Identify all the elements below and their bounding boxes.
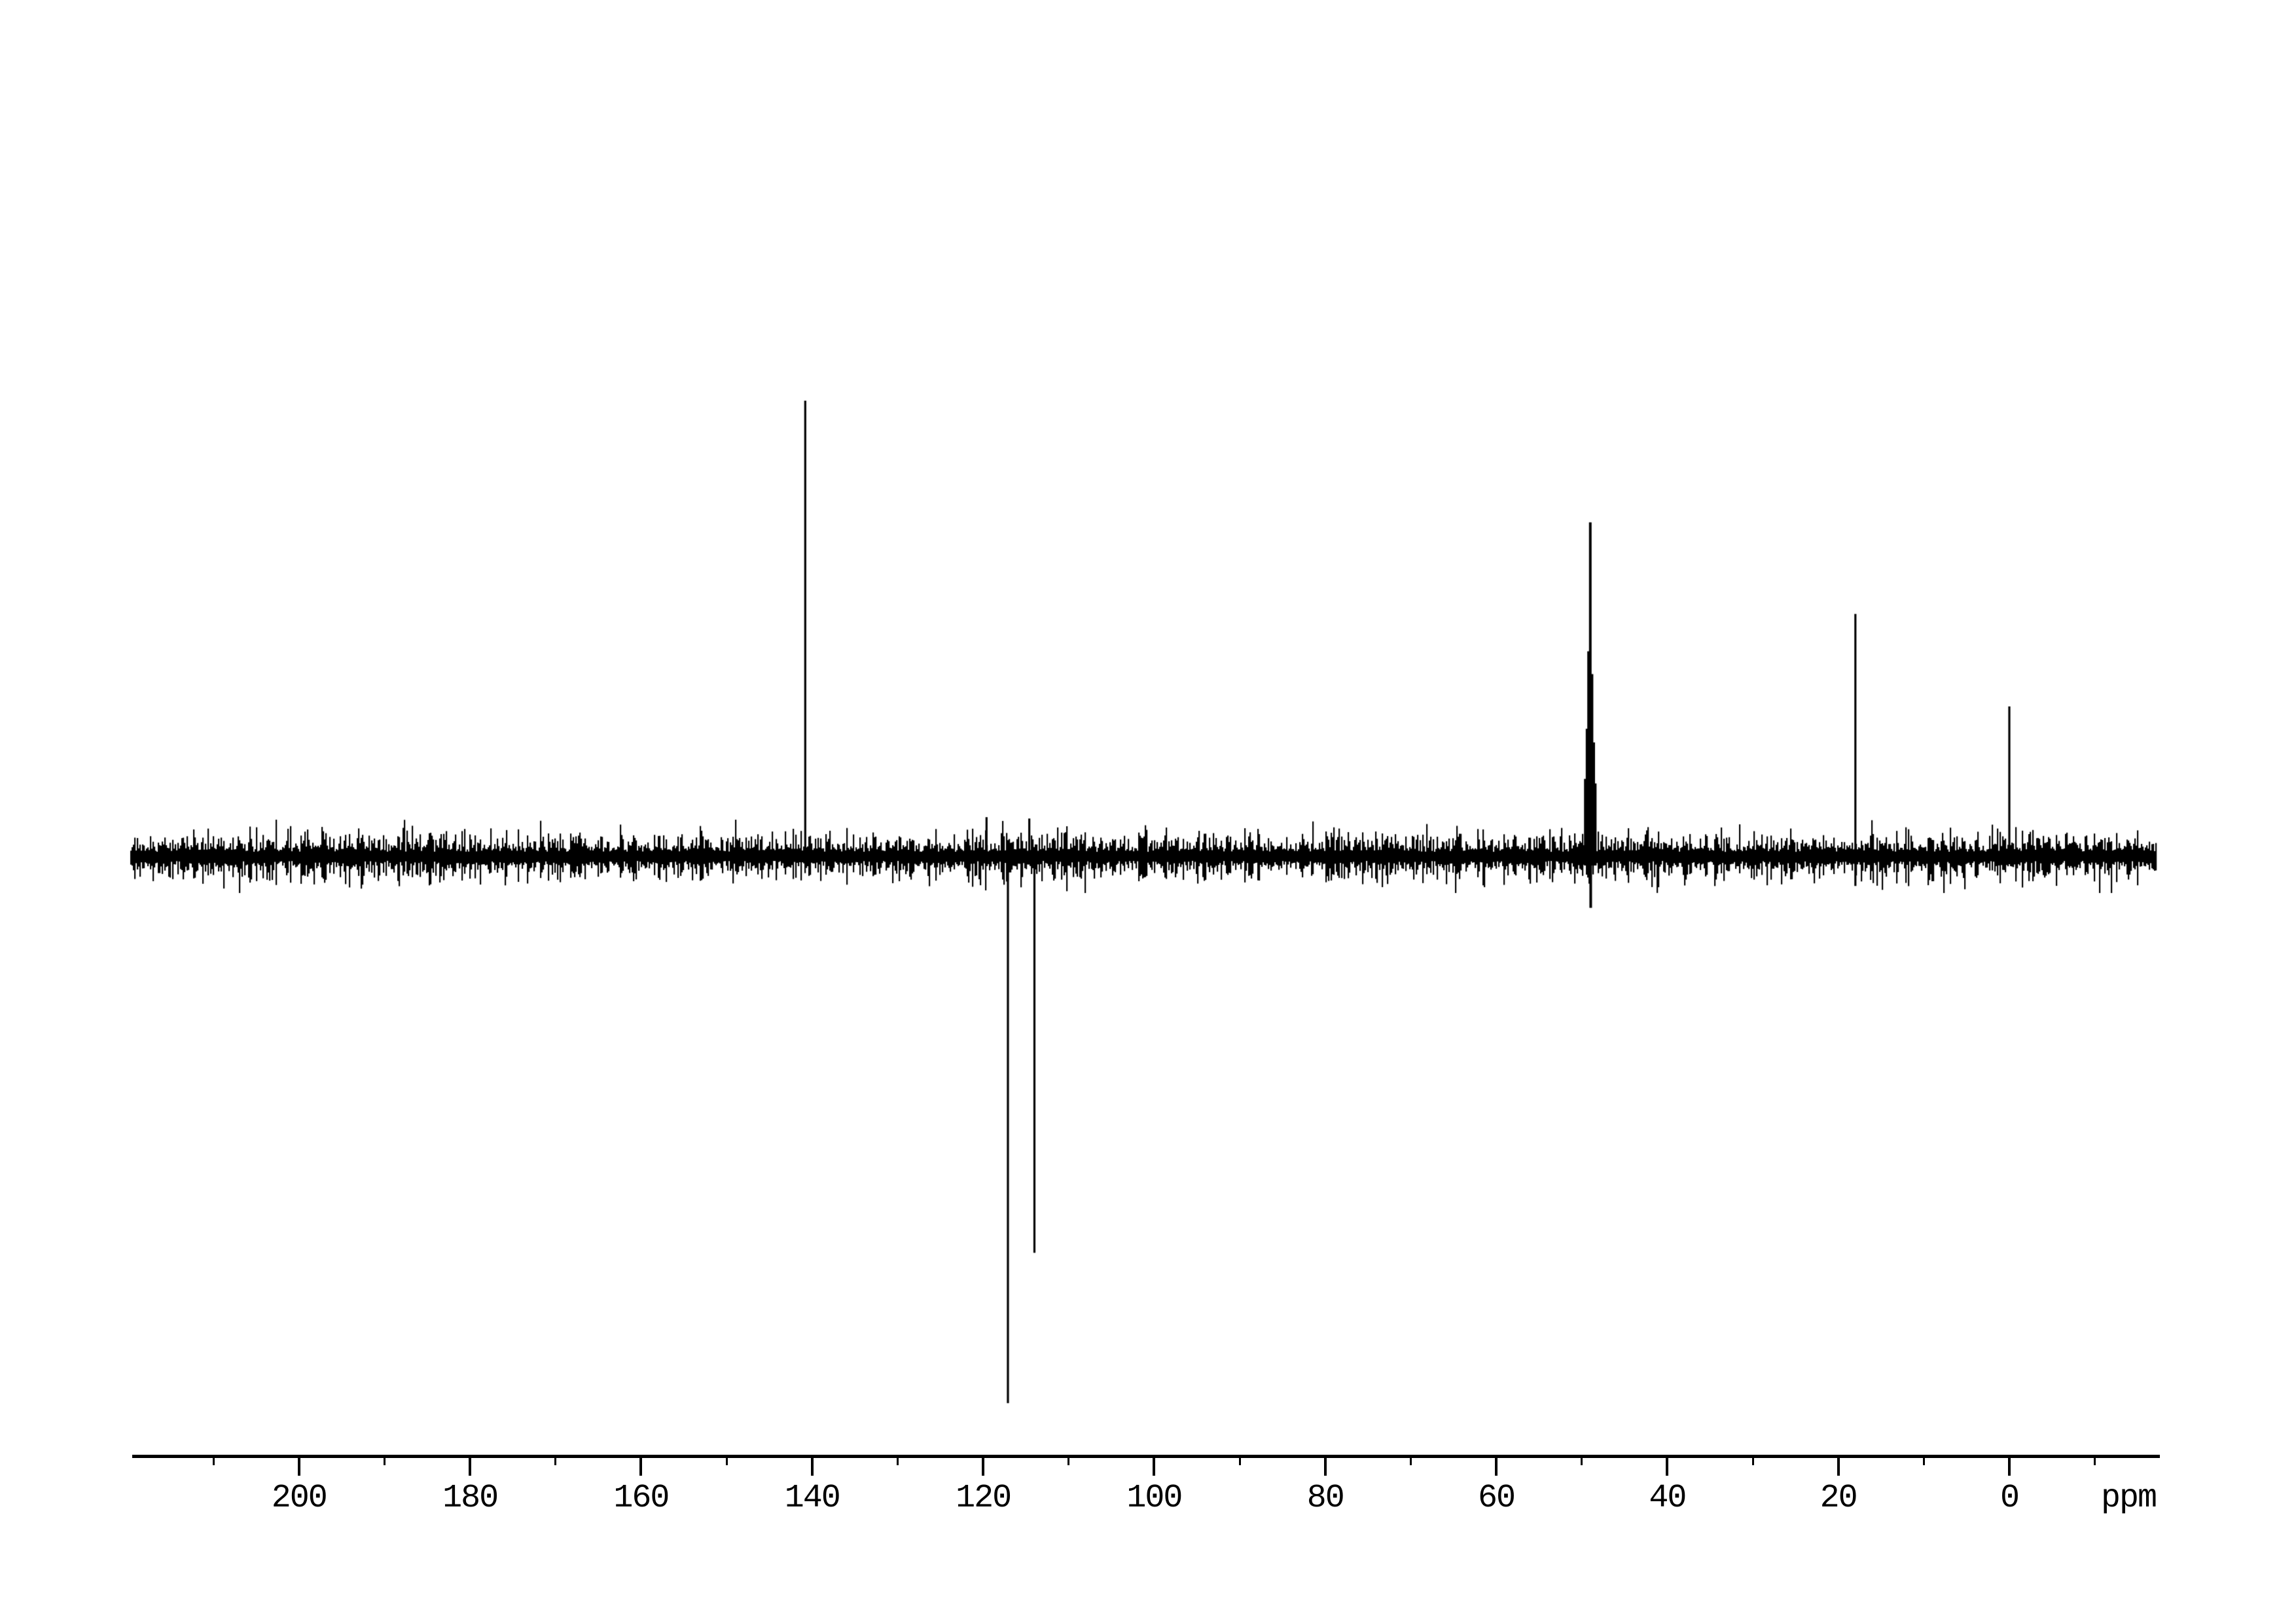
x-axis-tick-label: 180 <box>442 1480 499 1517</box>
x-axis-major-tick <box>982 1458 985 1476</box>
x-axis-major-tick <box>639 1458 643 1476</box>
x-axis-major-tick <box>1153 1458 1156 1476</box>
x-axis-tick-label: 80 <box>1306 1480 1345 1517</box>
x-axis-major-tick <box>810 1458 814 1476</box>
x-axis-major-tick <box>1837 1458 1840 1476</box>
x-axis-tick-label: 60 <box>1478 1480 1516 1517</box>
x-axis-minor-tick <box>896 1458 899 1465</box>
x-axis-tick-label: 140 <box>784 1480 841 1517</box>
x-axis-minor-tick <box>1238 1458 1241 1465</box>
x-axis-line <box>132 1455 2160 1458</box>
x-axis-tick-label: 0 <box>2000 1480 2020 1517</box>
x-axis-minor-tick <box>1581 1458 1583 1465</box>
x-axis-minor-tick <box>212 1458 215 1465</box>
x-axis-minor-tick <box>1067 1458 1070 1465</box>
x-axis-tick-label: 120 <box>956 1480 1012 1517</box>
x-axis-major-tick <box>1323 1458 1327 1476</box>
x-axis-major-tick <box>1495 1458 1498 1476</box>
x-axis-major-tick <box>297 1458 300 1476</box>
x-axis-minor-tick <box>725 1458 728 1465</box>
x-axis-major-tick <box>2008 1458 2011 1476</box>
x-axis-minor-tick <box>554 1458 557 1465</box>
x-axis-minor-tick <box>2094 1458 2096 1465</box>
x-axis-minor-tick <box>1922 1458 1925 1465</box>
x-axis-tick-label: 200 <box>271 1480 328 1517</box>
x-axis-tick-label: 100 <box>1126 1480 1183 1517</box>
x-axis-tick-label: 40 <box>1649 1480 1687 1517</box>
x-axis-unit-label: ppm <box>2100 1480 2157 1517</box>
x-axis-tick-label: 160 <box>613 1480 670 1517</box>
x-axis-tick-label: 20 <box>1820 1480 1858 1517</box>
x-axis-major-tick <box>469 1458 472 1476</box>
x-axis-minor-tick <box>1751 1458 1754 1465</box>
x-axis-minor-tick <box>1409 1458 1412 1465</box>
x-axis-minor-tick <box>383 1458 386 1465</box>
x-axis-major-tick <box>1666 1458 1669 1476</box>
